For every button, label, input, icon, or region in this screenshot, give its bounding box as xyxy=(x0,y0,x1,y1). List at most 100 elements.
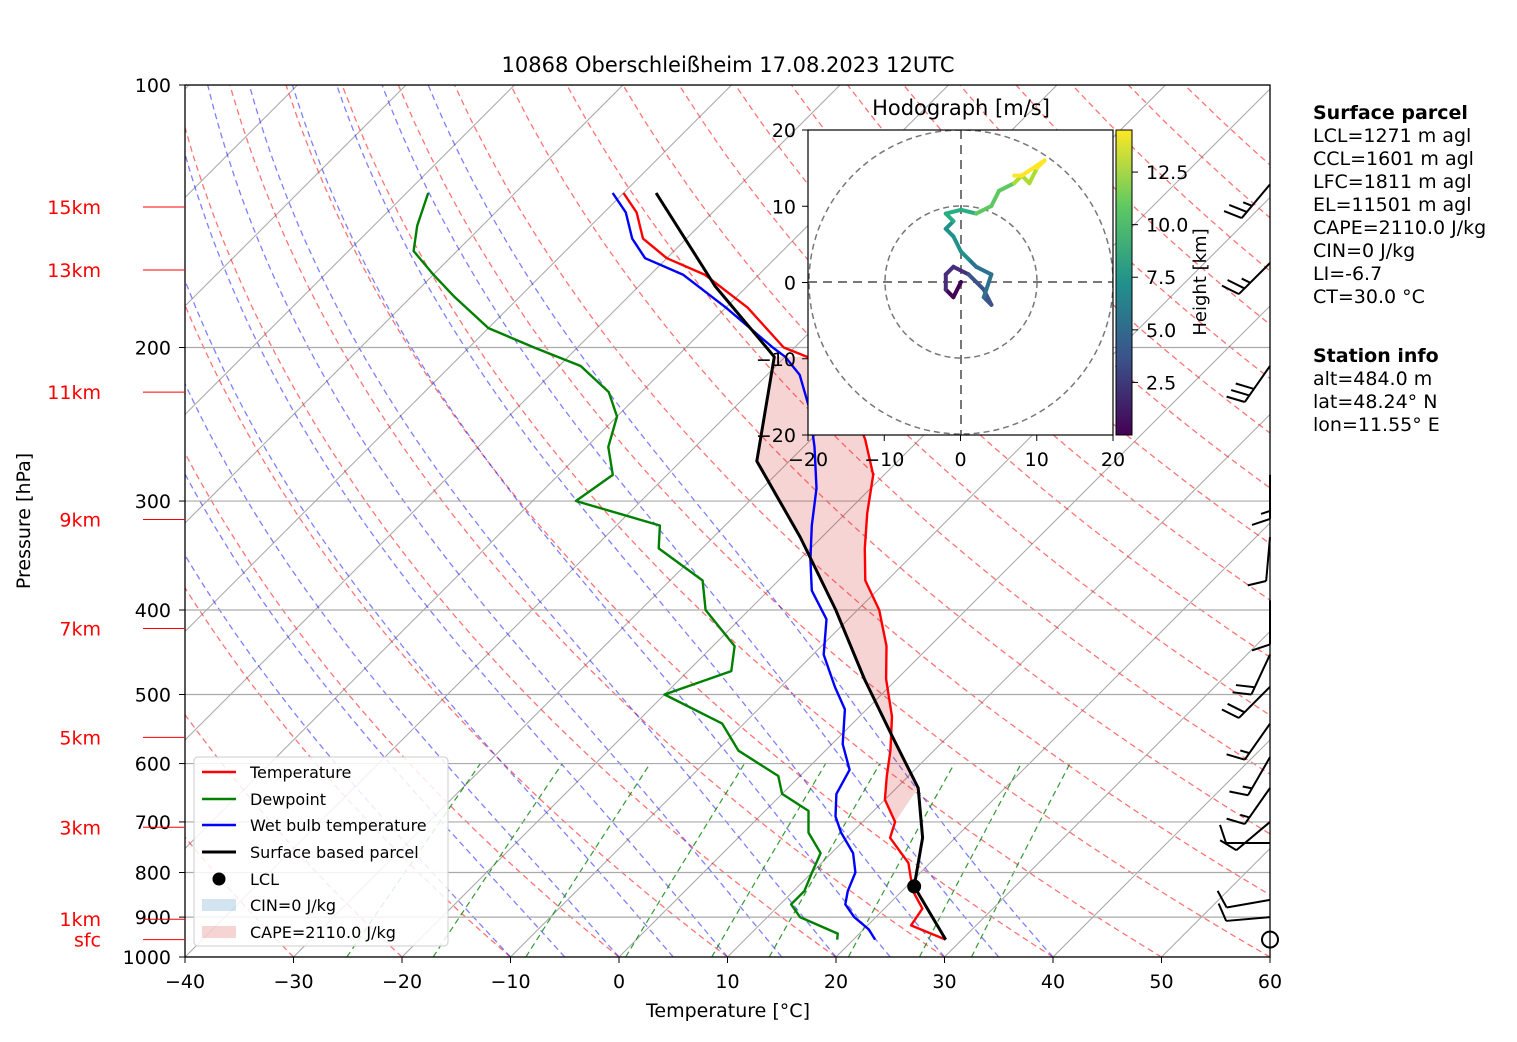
legend-box xyxy=(193,756,449,947)
colorbar-tick-label: 12.5 xyxy=(1146,162,1188,184)
legend-label-temperature: Temperature xyxy=(249,763,351,782)
height-label: 3km xyxy=(59,817,101,839)
x-tick-label: 30 xyxy=(932,971,956,993)
y-tick-label: 500 xyxy=(135,685,171,707)
temperature-line xyxy=(622,192,947,941)
y-tick-label: 300 xyxy=(135,491,171,513)
dry-adiabat xyxy=(903,85,1270,434)
cape-value: CAPE=2110.0 J/kg xyxy=(1313,217,1487,239)
legend-swatch-cape xyxy=(202,926,236,938)
wind-barb xyxy=(1217,903,1271,922)
moist-adiabat xyxy=(185,472,566,957)
isotherm xyxy=(185,85,841,741)
moist-adiabat xyxy=(427,85,1054,957)
height-label: 1km xyxy=(59,909,101,931)
y-axis-label: Pressure [hPa] xyxy=(13,453,35,589)
mixing-ratio-line xyxy=(432,763,563,957)
hodo-x-tick-label: 20 xyxy=(1101,449,1125,471)
moist-adiabat xyxy=(185,553,511,957)
hodograph-segment xyxy=(989,188,1001,208)
barb-flag xyxy=(1229,790,1249,797)
legend-label-cape: CAPE=2110.0 J/kg xyxy=(250,923,396,942)
barb-shaft xyxy=(1235,821,1271,851)
wind-barb xyxy=(1232,654,1271,696)
hodo-x-tick-label: 0 xyxy=(954,449,966,471)
hodograph-segment xyxy=(1027,166,1039,186)
hodograph-segment xyxy=(951,234,963,254)
x-tick-label: 20 xyxy=(824,971,848,993)
moist-adiabat xyxy=(381,85,1000,957)
dry-adiabat xyxy=(341,85,1162,957)
y-tick-label: 800 xyxy=(135,862,171,884)
plot-area xyxy=(184,84,1271,958)
hodo-y-tick-label: 10 xyxy=(772,196,796,218)
moist-adiabat xyxy=(185,382,620,957)
lon-value: lon=11.55° E xyxy=(1313,414,1440,436)
barb-flag xyxy=(1235,382,1255,390)
dewpoint-line xyxy=(412,192,839,940)
y-tick-label: 900 xyxy=(135,907,171,929)
moist-adiabat xyxy=(185,151,728,957)
isotherm xyxy=(727,413,1270,957)
surface-parcel-heading: Surface parcel xyxy=(1313,102,1468,124)
barb-shaft xyxy=(1226,916,1271,922)
x-tick-label: 50 xyxy=(1149,971,1173,993)
wind-barb xyxy=(1229,756,1271,797)
wind-barb xyxy=(1226,723,1271,761)
barb-flag xyxy=(1228,204,1248,213)
barb-flag xyxy=(1219,824,1227,844)
hodograph-title: Hodograph [m/s] xyxy=(872,96,1050,120)
x-tick-label: −30 xyxy=(273,971,313,993)
x-tick-label: 10 xyxy=(715,971,739,993)
barb-flag xyxy=(1242,201,1253,207)
li-value: LI=-6.7 xyxy=(1313,263,1383,285)
height-label: 9km xyxy=(59,510,101,532)
y-tick-label: 400 xyxy=(135,600,171,622)
height-label: 5km xyxy=(59,727,101,749)
wind-barb xyxy=(1261,930,1279,949)
barb-flag xyxy=(1221,708,1240,719)
hodograph: Hodograph [m/s] −20 −10 0 10 20 20 10 0 −10 −20 2… xyxy=(756,96,1211,471)
legend-swatch-lcl xyxy=(212,872,226,886)
alt-value: alt=484.0 m xyxy=(1313,368,1433,390)
wind-barb xyxy=(1226,787,1271,825)
station-info-heading: Station info xyxy=(1313,345,1439,367)
el-value: EL=11501 m agl xyxy=(1313,194,1472,216)
lcl-marker xyxy=(907,879,922,894)
height-label: 11km xyxy=(47,382,101,404)
wind-barb xyxy=(1219,821,1271,852)
colorbar xyxy=(1115,129,1133,436)
dry-adiabat xyxy=(510,85,1270,835)
barb-flag xyxy=(1242,785,1253,790)
legend-label-lcl: LCL xyxy=(250,870,279,889)
x-axis: −40 −30 −20 −10 0 10 20 30 40 50 60 xyxy=(165,957,1282,993)
lfc-value: LFC=1811 m agl xyxy=(1313,171,1472,193)
dry-adiabat xyxy=(185,125,837,957)
dry-adiabat xyxy=(397,85,1270,957)
legend-swatch-cin xyxy=(202,899,236,911)
mixing-ratio-line xyxy=(525,763,651,957)
barb-shaft xyxy=(1265,537,1271,582)
wind-barb xyxy=(1223,183,1271,219)
isotherm xyxy=(835,522,1270,957)
ct-value: CT=30.0 °C xyxy=(1313,286,1425,308)
barb-flag xyxy=(1235,684,1255,689)
dry-adiabat xyxy=(185,303,728,957)
barb-shaft xyxy=(1238,686,1271,719)
colorbar-ticks: 2.5 5.0 7.5 10.0 12.5 xyxy=(1132,162,1188,394)
legend-label-parcel: Surface based parcel xyxy=(250,843,419,862)
dry-adiabat xyxy=(847,85,1270,489)
barb-flag xyxy=(1260,509,1271,515)
parcel-line xyxy=(654,192,947,941)
barb-flag xyxy=(1230,389,1250,397)
hodograph-segment xyxy=(974,264,994,277)
height-label: 13km xyxy=(47,260,101,282)
barb-flag xyxy=(1227,702,1245,714)
barb-flag xyxy=(1219,839,1237,852)
hodograph-segment xyxy=(1019,158,1047,178)
isotherm xyxy=(185,85,407,307)
ccl-value: CCL=1601 m agl xyxy=(1313,148,1474,170)
barb-flag xyxy=(1239,749,1250,755)
